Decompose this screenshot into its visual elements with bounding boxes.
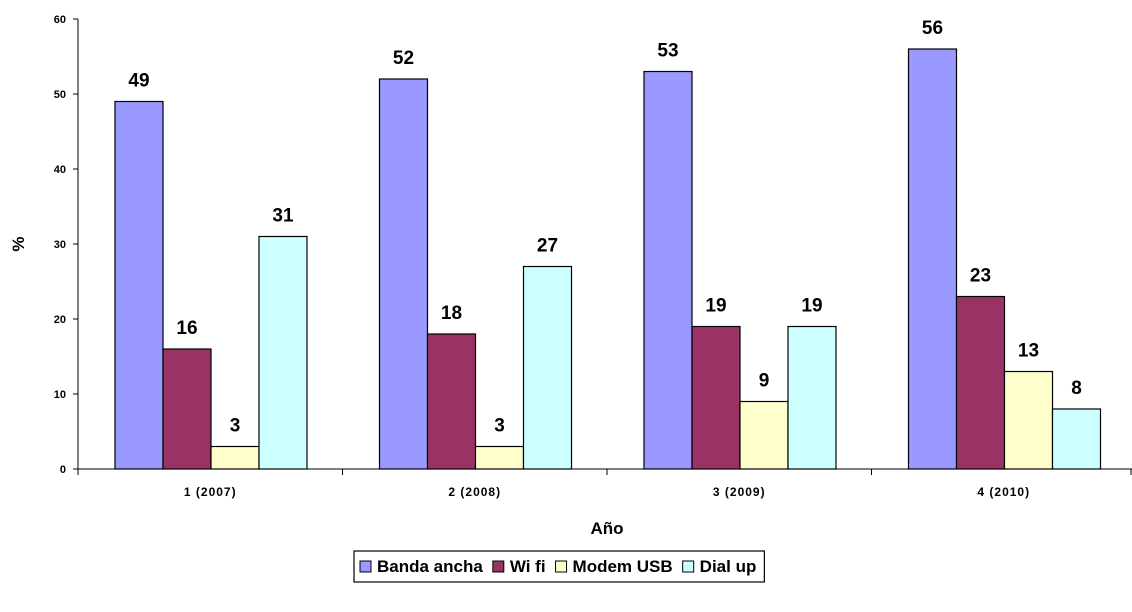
data-label: 53 [657, 41, 678, 62]
bar-dial-up-2 [522, 265, 573, 470]
legend-label: Modem USB [573, 557, 673, 576]
bar-banda-ancha-3 [643, 70, 693, 470]
y-tick-label: 20 [54, 314, 66, 326]
bar-modem-usb-1 [210, 445, 260, 470]
legend-label: Banda ancha [377, 557, 483, 576]
data-label: 31 [272, 206, 294, 227]
data-label: 8 [1071, 378, 1082, 399]
y-ticks-group: 0 10 20 30 40 50 60 [54, 14, 78, 476]
data-label: 52 [393, 48, 414, 69]
data-label: 16 [176, 318, 197, 339]
bar-banda-ancha-1 [114, 100, 164, 470]
x-category-label: 4 (2010) [977, 485, 1030, 499]
legend: Banda ancha Wi fi Modem USB Dial up [353, 550, 765, 583]
y-tick-label: 30 [54, 239, 66, 251]
data-labels-group: 49 16 3 31 52 18 3 27 53 19 9 19 56 23 13 8 [128, 18, 1081, 437]
legend-swatch [682, 560, 695, 573]
bar-modem-usb-4 [1003, 370, 1054, 470]
legend-label: Dial up [700, 557, 757, 576]
bar-dial-up-1 [258, 235, 308, 470]
bar-modem-usb-2 [474, 445, 525, 470]
legend-swatch [492, 560, 505, 573]
bar-banda-ancha-4 [907, 48, 958, 470]
data-label: 23 [970, 266, 991, 287]
bar-wi-fi-2 [426, 333, 477, 470]
data-label: 19 [801, 296, 822, 317]
data-label: 3 [230, 416, 241, 437]
y-tick-label: 60 [54, 14, 66, 26]
data-label: 49 [128, 71, 149, 92]
data-label: 18 [441, 303, 462, 324]
y-tick-label: 50 [54, 89, 66, 101]
x-category-label: 2 (2008) [448, 485, 501, 499]
bar-wi-fi-4 [955, 295, 1006, 470]
legend-swatch [555, 560, 568, 573]
y-tick-label: 0 [60, 464, 66, 476]
x-ticks-group: 1 (2007) 2 (2008) 3 (2009) 4 (2010) [77, 469, 1132, 499]
data-label: 27 [537, 236, 558, 257]
data-label: 19 [705, 296, 726, 317]
x-axis-title: Año [590, 519, 623, 538]
data-label: 3 [494, 416, 505, 437]
data-label: 9 [759, 371, 770, 392]
data-label: 13 [1018, 341, 1039, 362]
legend-items: Banda ancha Wi fi Modem USB Dial up [359, 557, 757, 576]
bar-dial-up-4 [1051, 408, 1102, 470]
x-category-label: 3 (2009) [713, 485, 766, 499]
bar-modem-usb-3 [739, 400, 789, 470]
y-tick-label: 40 [54, 164, 66, 176]
y-axis-title: % [9, 236, 28, 251]
data-label: 56 [922, 18, 943, 39]
bar-wi-fi-1 [162, 348, 212, 470]
legend-label: Wi fi [510, 557, 546, 576]
legend-swatch [359, 560, 372, 573]
bar-banda-ancha-2 [378, 78, 429, 470]
bar-dial-up-3 [787, 325, 837, 470]
bars-group [114, 48, 1102, 470]
bar-wi-fi-3 [691, 325, 741, 470]
x-category-label: 1 (2007) [184, 485, 237, 499]
y-tick-label: 10 [54, 389, 66, 401]
